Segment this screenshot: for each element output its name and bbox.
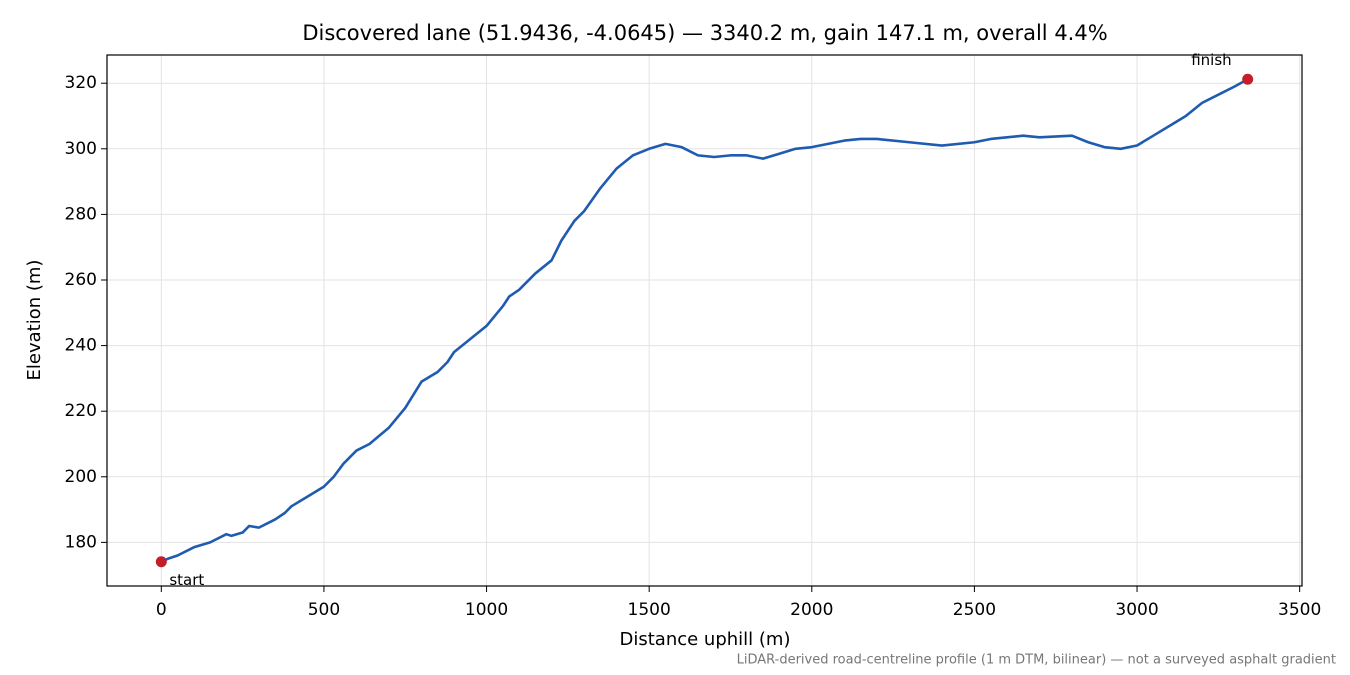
footnote: LiDAR-derived road-centreline profile (1…	[737, 653, 1336, 668]
y-tick-label: 300	[65, 139, 97, 159]
x-tick-label: 2000	[790, 600, 833, 620]
x-tick-label: 0	[156, 600, 167, 620]
x-tick-label: 3000	[1115, 600, 1158, 620]
elevation-line	[160, 78, 1249, 563]
y-tick-label: 280	[65, 204, 97, 224]
endpoint-label: finish	[1191, 51, 1231, 69]
x-tick-label: 1000	[465, 600, 508, 620]
y-tick-label: 180	[65, 532, 97, 552]
y-axis-label: Elevation (m)	[24, 260, 45, 381]
chart-title: Discovered lane (51.9436, -4.0645) — 334…	[302, 21, 1107, 45]
x-tick-label: 1500	[628, 600, 671, 620]
endpoint-label: start	[169, 571, 204, 589]
endpoint-marker	[155, 556, 167, 568]
x-tick-label: 3500	[1278, 600, 1321, 620]
y-tick-label: 240	[65, 336, 97, 356]
y-tick-label: 320	[65, 73, 97, 93]
plot-frame	[106, 54, 1303, 587]
y-tick-label: 220	[65, 401, 97, 421]
y-tick-label: 200	[65, 467, 97, 487]
y-tick-label: 260	[65, 270, 97, 290]
endpoint-marker	[1242, 73, 1254, 85]
x-axis-label: Distance uphill (m)	[620, 629, 791, 650]
x-tick-label: 2500	[953, 600, 996, 620]
x-tick-label: 500	[308, 600, 340, 620]
